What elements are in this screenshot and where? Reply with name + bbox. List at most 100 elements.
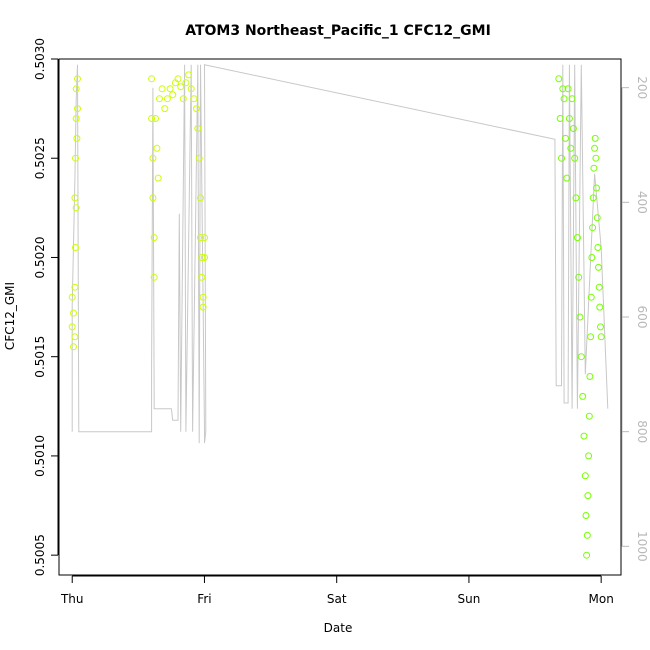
data-point: [72, 244, 79, 251]
x-tick-label: Thu: [60, 592, 84, 606]
y-tick-label: 0.5025: [33, 137, 47, 179]
data-point: [591, 134, 599, 142]
data-point: [587, 293, 595, 301]
data-point: [588, 254, 596, 261]
data-point: [72, 85, 80, 93]
x-axis-label: Date: [324, 621, 353, 635]
data-point: [177, 83, 185, 91]
data-point: [74, 105, 81, 113]
x-tick-label: Sat: [327, 592, 347, 606]
data-point: [589, 194, 597, 202]
data-point: [564, 85, 572, 93]
y2-tick-label: 800: [635, 420, 649, 443]
data-point: [71, 194, 79, 202]
data-point: [149, 194, 157, 202]
data-point: [187, 85, 195, 93]
data-point: [70, 309, 77, 317]
data-point: [593, 214, 601, 222]
data-point: [575, 273, 583, 281]
y-axis: 0.5005 0.5010 0.5015 0.5020 0.5025 0.5030: [33, 38, 59, 576]
data-point: [68, 323, 76, 331]
data-point: [597, 333, 605, 341]
data-point: [559, 85, 567, 93]
data-point: [149, 154, 157, 162]
data-point: [152, 115, 159, 122]
data-point: [185, 71, 193, 79]
data-point: [182, 79, 190, 87]
data-point: [190, 95, 198, 103]
data-point: [558, 154, 565, 162]
data-point: [156, 95, 163, 103]
data-point: [593, 184, 600, 192]
data-point: [581, 472, 589, 480]
data-point: [594, 244, 602, 251]
data-point: [585, 452, 593, 460]
data-point: [193, 105, 200, 113]
data-point: [194, 125, 202, 132]
data-point: [150, 234, 158, 242]
data-points-layer: [68, 71, 605, 559]
data-point: [571, 154, 579, 162]
data-point: [73, 134, 81, 142]
data-point: [560, 95, 568, 103]
data-point: [72, 154, 79, 162]
data-point: [70, 343, 77, 351]
data-point: [567, 144, 575, 152]
y2-tick-label: 200: [635, 76, 649, 99]
data-point: [198, 254, 206, 261]
data-point: [148, 75, 156, 83]
data-point: [597, 323, 604, 331]
y-axis-label: CFC12_GMI: [3, 282, 17, 350]
pressure-line-layer: [71, 64, 609, 444]
y-tick-label: 0.5010: [33, 435, 47, 477]
x-axis: Thu Fri Sat Sun Mon: [60, 575, 614, 606]
data-point: [590, 164, 598, 172]
data-point: [199, 293, 207, 301]
data-point: [587, 333, 595, 341]
data-point: [153, 144, 161, 152]
data-point: [72, 204, 80, 212]
data-point: [595, 283, 603, 291]
data-point: [569, 125, 577, 132]
data-point: [199, 303, 207, 311]
data-point: [68, 293, 76, 301]
data-point: [154, 174, 162, 182]
data-point: [589, 224, 597, 232]
data-point: [582, 512, 590, 519]
plot-frame: [58, 58, 622, 576]
data-point: [71, 333, 79, 341]
data-point: [579, 392, 587, 400]
x-tick-label: Fri: [197, 592, 211, 606]
data-point: [592, 154, 600, 162]
x-tick-label: Mon: [589, 592, 614, 606]
data-point: [195, 154, 203, 162]
data-point: [201, 254, 208, 261]
data-point: [166, 85, 174, 93]
chart-title: ATOM3 Northeast_Pacific_1 CFC12_GMI: [185, 23, 491, 39]
data-point: [74, 75, 81, 83]
data-point: [198, 273, 206, 281]
data-point: [583, 531, 591, 539]
data-point: [584, 492, 592, 500]
data-point: [585, 412, 593, 420]
data-point: [555, 75, 563, 83]
data-point: [596, 303, 604, 311]
data-point: [565, 115, 573, 122]
x-tick-label: Sun: [458, 592, 481, 606]
data-point: [556, 115, 564, 122]
data-point: [150, 273, 158, 281]
data-point: [158, 85, 166, 93]
data-point: [163, 95, 171, 103]
y-tick-label: 0.5015: [33, 336, 47, 378]
data-point: [572, 194, 580, 202]
y2-axis: 200 400 600 800 1000: [621, 76, 649, 562]
data-point: [595, 263, 602, 271]
data-point: [586, 373, 594, 380]
pressure-line: [71, 64, 609, 444]
y-tick-label: 0.5020: [33, 236, 47, 278]
data-point: [201, 234, 208, 242]
data-point: [568, 95, 576, 103]
data-point: [562, 134, 569, 142]
data-point: [563, 174, 571, 182]
